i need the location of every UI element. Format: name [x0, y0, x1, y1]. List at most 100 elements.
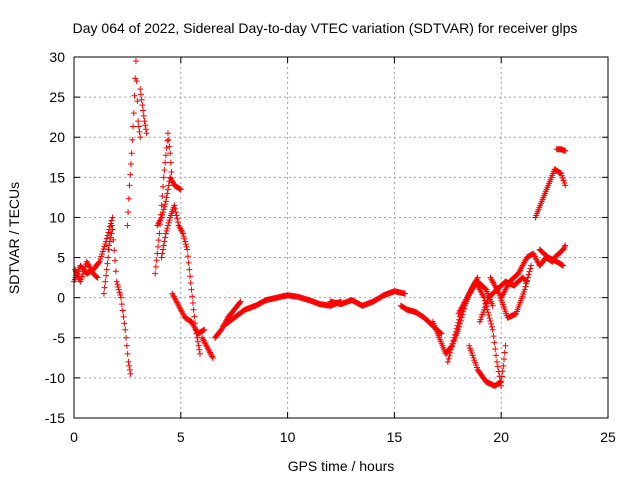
data-point	[185, 259, 192, 266]
series-arc-14	[397, 302, 445, 337]
series-arc-25	[551, 242, 569, 261]
data-point	[489, 302, 496, 309]
data-point	[99, 248, 106, 255]
data-point	[174, 215, 181, 222]
y-tick-label: 5	[57, 250, 65, 266]
y-axis-label: SDTVAR / TECUs	[6, 182, 22, 294]
chart-title: Day 064 of 2022, Sidereal Day-to-day VTE…	[73, 20, 578, 36]
y-tick-label: -15	[45, 410, 65, 426]
data-point	[456, 316, 463, 323]
data-point	[93, 273, 100, 280]
data-point	[162, 152, 169, 159]
data-point	[528, 262, 535, 269]
data-point	[108, 217, 115, 224]
data-point	[119, 307, 126, 314]
series-arc-18	[466, 342, 509, 389]
data-point	[113, 278, 120, 285]
data-point	[93, 273, 100, 280]
data-point	[124, 350, 131, 357]
data-point	[98, 253, 105, 260]
data-point	[130, 110, 137, 117]
data-point	[194, 338, 201, 345]
data-point	[490, 333, 497, 340]
data-point	[446, 352, 453, 359]
series-arc-24	[553, 146, 569, 154]
x-tick-label: 10	[280, 429, 296, 445]
data-point	[103, 266, 110, 273]
data-point	[168, 177, 175, 184]
data-point	[112, 268, 119, 275]
data-point	[444, 358, 451, 365]
data-point	[172, 205, 179, 212]
data-point	[169, 178, 176, 185]
data-point	[127, 171, 134, 178]
data-point	[487, 318, 494, 325]
data-point	[183, 243, 190, 250]
series-arc-23	[536, 246, 567, 269]
data-point	[130, 123, 137, 130]
series-arc-13	[327, 288, 409, 309]
data-point	[448, 343, 455, 350]
data-point	[161, 203, 168, 210]
data-point	[455, 319, 462, 326]
data-point	[493, 358, 500, 365]
data-point	[559, 262, 566, 269]
data-point	[160, 183, 166, 190]
data-point	[126, 362, 133, 369]
series-arc-6	[152, 130, 176, 277]
data-point	[124, 222, 131, 229]
y-tick-label: -10	[45, 370, 65, 386]
data-point	[111, 247, 118, 254]
data-point	[162, 230, 169, 237]
data-point	[445, 355, 452, 362]
data-point	[160, 206, 167, 213]
series-arc-8	[158, 202, 204, 357]
y-tick-label: 20	[49, 129, 65, 145]
series-arc-1	[71, 214, 116, 297]
data-point	[103, 235, 110, 242]
data-point	[452, 331, 459, 338]
data-point	[106, 238, 113, 245]
x-axis-label: GPS time / hours	[288, 458, 395, 474]
data-point	[524, 277, 531, 284]
data-point	[207, 350, 214, 357]
data-point	[492, 346, 499, 353]
x-tick-label: 25	[600, 429, 616, 445]
data-point	[498, 373, 505, 380]
data-point	[94, 274, 101, 281]
data-point	[206, 349, 213, 356]
data-point	[82, 263, 89, 270]
data-point	[100, 290, 107, 297]
y-tick-label: 10	[49, 209, 65, 225]
data-point	[108, 230, 115, 237]
data-point	[174, 219, 181, 226]
data-point	[450, 337, 457, 344]
series-arc-20	[487, 262, 535, 321]
data-point	[454, 322, 461, 329]
data-point	[237, 298, 244, 305]
data-point	[104, 232, 111, 239]
data-point	[140, 112, 147, 119]
data-point	[486, 315, 493, 322]
data-point	[78, 276, 85, 283]
data-point	[128, 150, 135, 157]
data-point	[125, 209, 132, 216]
data-point	[182, 238, 189, 245]
data-point	[196, 346, 203, 353]
data-point	[138, 96, 145, 103]
data-point	[79, 273, 86, 280]
data-point	[525, 271, 532, 278]
data-point	[164, 190, 171, 197]
data-point	[209, 353, 216, 360]
series-arc-22	[532, 166, 569, 221]
data-point	[522, 283, 529, 290]
data-point	[167, 159, 174, 166]
x-tick-label: 20	[493, 429, 509, 445]
data-point	[125, 195, 132, 202]
data-point	[160, 209, 166, 216]
data-point	[155, 243, 162, 250]
data-point	[201, 326, 208, 333]
data-point	[112, 257, 119, 264]
data-point	[195, 342, 202, 349]
x-tick-label: 5	[177, 429, 185, 445]
